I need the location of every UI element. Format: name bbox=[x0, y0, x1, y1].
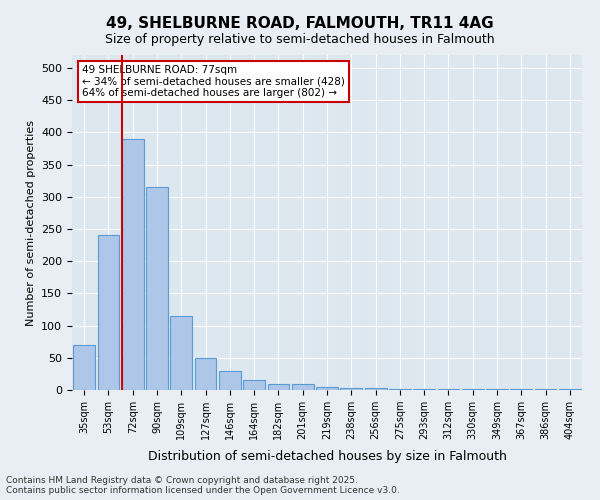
Bar bbox=[389, 388, 411, 390]
Text: 49 SHELBURNE ROAD: 77sqm
← 34% of semi-detached houses are smaller (428)
64% of : 49 SHELBURNE ROAD: 77sqm ← 34% of semi-d… bbox=[82, 65, 345, 98]
Bar bbox=[73, 345, 95, 390]
Text: Contains HM Land Registry data © Crown copyright and database right 2025.
Contai: Contains HM Land Registry data © Crown c… bbox=[6, 476, 400, 495]
Bar bbox=[268, 384, 289, 390]
Text: Size of property relative to semi-detached houses in Falmouth: Size of property relative to semi-detach… bbox=[105, 32, 495, 46]
Bar bbox=[170, 316, 192, 390]
Bar bbox=[243, 380, 265, 390]
Bar bbox=[292, 384, 314, 390]
Bar bbox=[194, 358, 217, 390]
Bar bbox=[340, 388, 362, 390]
X-axis label: Distribution of semi-detached houses by size in Falmouth: Distribution of semi-detached houses by … bbox=[148, 450, 506, 464]
Y-axis label: Number of semi-detached properties: Number of semi-detached properties bbox=[26, 120, 35, 326]
Bar bbox=[316, 387, 338, 390]
Text: 49, SHELBURNE ROAD, FALMOUTH, TR11 4AG: 49, SHELBURNE ROAD, FALMOUTH, TR11 4AG bbox=[106, 16, 494, 31]
Bar bbox=[219, 370, 241, 390]
Bar bbox=[122, 138, 143, 390]
Bar bbox=[97, 236, 119, 390]
Bar bbox=[146, 187, 168, 390]
Bar bbox=[365, 388, 386, 390]
